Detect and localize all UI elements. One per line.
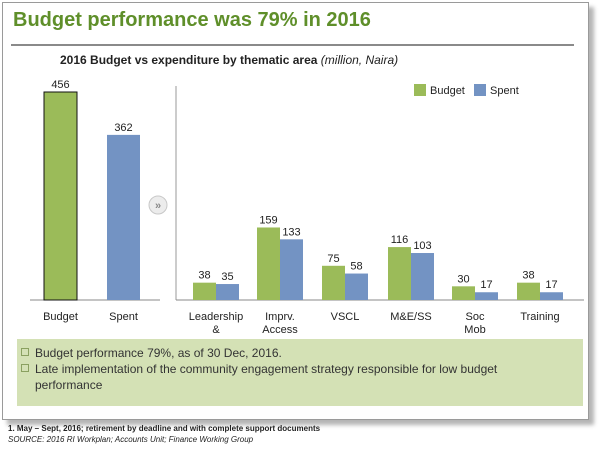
bar-budget: [322, 265, 345, 300]
category-label: Training: [520, 311, 559, 323]
category-label: Soc Mob: [464, 311, 485, 336]
note-text: Budget performance 79%, as of 30 Dec, 20…: [35, 346, 282, 360]
total-bar-budget: [43, 91, 78, 301]
category-label: Spent: [109, 311, 138, 323]
bar-value: 38: [198, 270, 210, 282]
chevron-right-icon: [148, 195, 168, 215]
bar-budget: [388, 247, 411, 300]
category-label: Budget: [43, 311, 78, 323]
slide-title: Budget performance was 79% in 2016: [13, 9, 371, 31]
source-note: SOURCE: 2016 RI Workplan; Accounts Unit;…: [8, 435, 254, 444]
bullet-square-icon: [21, 348, 29, 356]
bar-spent: [216, 284, 239, 300]
category-label: Leadership &: [189, 311, 243, 336]
category-label: M&E/SS: [390, 311, 432, 323]
bar-value: 30: [457, 273, 469, 285]
budget-chart: 456 Budget 362 Spent » 38 35 Leadership &159 133 I…: [30, 79, 584, 336]
note-item: Budget performance 79%, as of 30 Dec, 20…: [21, 345, 555, 361]
note-item: Late implementation of the community eng…: [21, 361, 555, 393]
bar-spent: [345, 273, 368, 300]
legend-label: Budget: [430, 85, 465, 97]
bar-spent: [411, 253, 434, 300]
category-label: Imprv. Access: [262, 311, 298, 336]
subtitle-unit: (million, Naira): [320, 53, 399, 67]
bar-value: 159: [259, 214, 277, 226]
bar-value: 75: [327, 253, 339, 265]
note-text: Late implementation of the community eng…: [35, 362, 498, 392]
total-bar-spent: [107, 134, 140, 300]
bar-budget: [452, 286, 475, 300]
footnote: 1. May – Sept, 2016; retirement by deadl…: [8, 424, 321, 433]
bar-value: 17: [480, 279, 492, 291]
bar-spent: [280, 239, 303, 300]
bar-spent: [540, 292, 563, 300]
bar-value: 116: [391, 234, 409, 246]
subtitle-main: 2016 Budget vs expenditure by thematic a…: [60, 53, 318, 67]
bar-budget: [517, 282, 540, 300]
bar-value: 35: [221, 271, 233, 283]
title-divider: [11, 44, 574, 46]
bar-value: 58: [350, 261, 362, 273]
legend-swatch-spent: [474, 84, 486, 96]
bar-budget: [257, 227, 280, 300]
bar-spent: [475, 292, 498, 300]
bullet-square-icon: [21, 364, 29, 372]
chevron-right-icon: »: [155, 200, 161, 212]
total-bar-value: 456: [51, 79, 69, 91]
notes-box: Budget performance 79%, as of 30 Dec, 20…: [17, 339, 583, 406]
bar-value: 38: [522, 270, 534, 282]
legend-swatch-budget: [414, 84, 426, 96]
bar-value: 133: [282, 226, 300, 238]
total-bar-value: 362: [114, 122, 132, 134]
bar-value: 17: [545, 279, 557, 291]
bar-budget: [193, 282, 216, 300]
bar-value: 103: [413, 240, 431, 252]
legend-label: Spent: [490, 85, 519, 97]
category-label: VSCL: [331, 311, 360, 323]
chart-subtitle: 2016 Budget vs expenditure by thematic a…: [60, 53, 398, 67]
